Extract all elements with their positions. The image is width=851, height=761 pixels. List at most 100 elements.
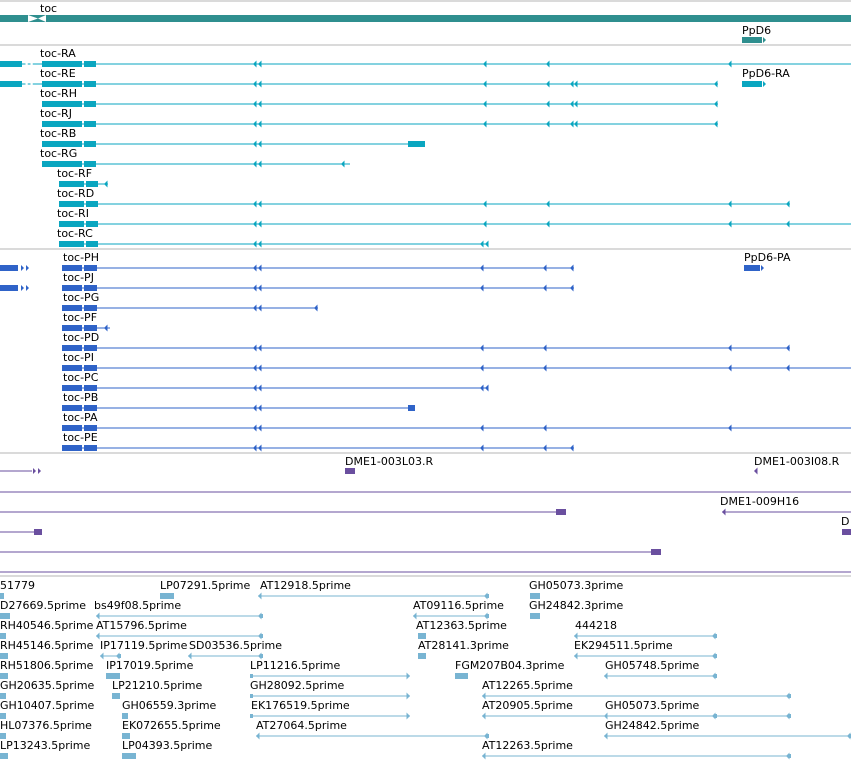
protein-exon[interactable] (62, 325, 82, 331)
transcript-exon[interactable] (84, 121, 96, 127)
est-block[interactable] (487, 734, 489, 738)
transcript-exon[interactable] (42, 81, 82, 87)
protein-exon[interactable] (62, 345, 82, 351)
transcript-exon[interactable] (59, 181, 84, 187)
est-block[interactable] (0, 673, 8, 679)
clone-block[interactable] (34, 529, 42, 535)
est-block[interactable] (261, 634, 263, 638)
transcript-exon[interactable] (42, 161, 82, 167)
transcript-exon[interactable] (86, 221, 98, 227)
est-block[interactable] (0, 753, 8, 759)
protein-exon[interactable] (84, 345, 97, 351)
protein-exon[interactable] (62, 305, 82, 311)
strand-arrow-icon (258, 384, 262, 392)
gene-toc[interactable] (0, 15, 851, 22)
transcript-exon[interactable] (59, 241, 84, 247)
protein-exon[interactable] (62, 425, 82, 431)
est-block[interactable] (261, 614, 263, 618)
est-block[interactable] (112, 693, 120, 699)
est-block[interactable] (715, 674, 717, 678)
est-block[interactable] (715, 634, 717, 638)
clone-block[interactable] (842, 529, 851, 535)
est-block[interactable] (715, 654, 717, 658)
protein-exon[interactable] (62, 405, 82, 411)
strand-arrow-icon (546, 60, 550, 68)
est-block[interactable] (106, 673, 120, 679)
protein-exon[interactable] (62, 385, 82, 391)
est-label: LP07291.5prime (160, 579, 251, 592)
est-block[interactable] (0, 633, 6, 639)
protein-exon[interactable] (84, 385, 97, 391)
est-block[interactable] (0, 693, 6, 699)
est-block[interactable] (119, 654, 121, 658)
protein-exon[interactable] (84, 285, 97, 291)
est-block[interactable] (0, 733, 6, 739)
est-block[interactable] (122, 733, 130, 739)
est-block[interactable] (487, 594, 489, 598)
est-block[interactable] (122, 713, 128, 719)
est-block[interactable] (261, 654, 263, 658)
transcript-exon[interactable] (86, 181, 98, 187)
est-block[interactable] (418, 633, 426, 639)
transcript-exon[interactable] (84, 101, 96, 107)
est-block[interactable] (122, 753, 136, 759)
transcript-exon[interactable] (42, 61, 82, 67)
transcript-exon[interactable] (408, 141, 425, 147)
transcript-exon[interactable] (84, 61, 96, 67)
est-block[interactable] (530, 613, 540, 619)
est-block[interactable] (0, 653, 8, 659)
est-block[interactable] (250, 694, 253, 698)
est-block[interactable] (487, 614, 489, 618)
clone-block[interactable] (345, 468, 355, 474)
est-block[interactable] (250, 714, 253, 718)
transcript-exon[interactable] (84, 81, 96, 87)
transcript-exon[interactable] (42, 121, 82, 127)
strand-arrow-icon (574, 80, 578, 88)
protein-exon[interactable] (62, 365, 82, 371)
est-block[interactable] (789, 754, 791, 758)
transcript-exon[interactable] (59, 201, 84, 207)
est-block[interactable] (250, 674, 253, 678)
transcript-exon[interactable] (84, 161, 96, 167)
est-block[interactable] (789, 714, 791, 718)
clone-block[interactable] (556, 509, 566, 515)
protein-exon[interactable] (62, 265, 82, 271)
transcript-exon[interactable] (42, 101, 82, 107)
est-block[interactable] (789, 694, 791, 698)
protein-exon[interactable] (84, 425, 97, 431)
protein-exon[interactable] (0, 265, 18, 271)
protein-exon[interactable] (62, 445, 82, 451)
transcript-exon[interactable] (59, 221, 84, 227)
transcript-exon[interactable] (0, 61, 22, 67)
strand-arrow-icon (258, 240, 262, 248)
protein-exon[interactable] (84, 305, 97, 311)
protein-exon[interactable] (84, 325, 97, 331)
est-block[interactable] (160, 593, 174, 599)
protein-exon[interactable] (84, 265, 97, 271)
est-block[interactable] (455, 673, 468, 679)
transcript-exon[interactable] (86, 241, 98, 247)
gene-ppd6[interactable] (742, 37, 762, 43)
transcript-exon[interactable] (84, 141, 96, 147)
est-block[interactable] (418, 653, 426, 659)
est-block[interactable] (0, 713, 6, 719)
protein-exon[interactable] (84, 405, 97, 411)
protein-exon[interactable] (84, 445, 97, 451)
strand-arrow-icon (482, 752, 486, 760)
clone-block[interactable] (651, 549, 661, 555)
protein-exon[interactable] (84, 365, 97, 371)
est-block[interactable] (0, 593, 4, 599)
est-block[interactable] (530, 593, 540, 599)
protein-exon[interactable] (62, 285, 82, 291)
transcript-ppd6-ra[interactable] (742, 81, 762, 87)
transcript-exon[interactable] (0, 81, 22, 87)
protein-ppd6-pa[interactable] (744, 265, 760, 271)
est-block[interactable] (0, 613, 10, 619)
transcript-exon[interactable] (42, 141, 82, 147)
est-block[interactable] (715, 714, 717, 718)
strand-arrow-icon (714, 80, 718, 88)
protein-exon[interactable] (408, 405, 415, 411)
protein-exon[interactable] (0, 285, 18, 291)
transcript-exon[interactable] (86, 201, 98, 207)
gene-label-toc: toc (40, 2, 57, 15)
